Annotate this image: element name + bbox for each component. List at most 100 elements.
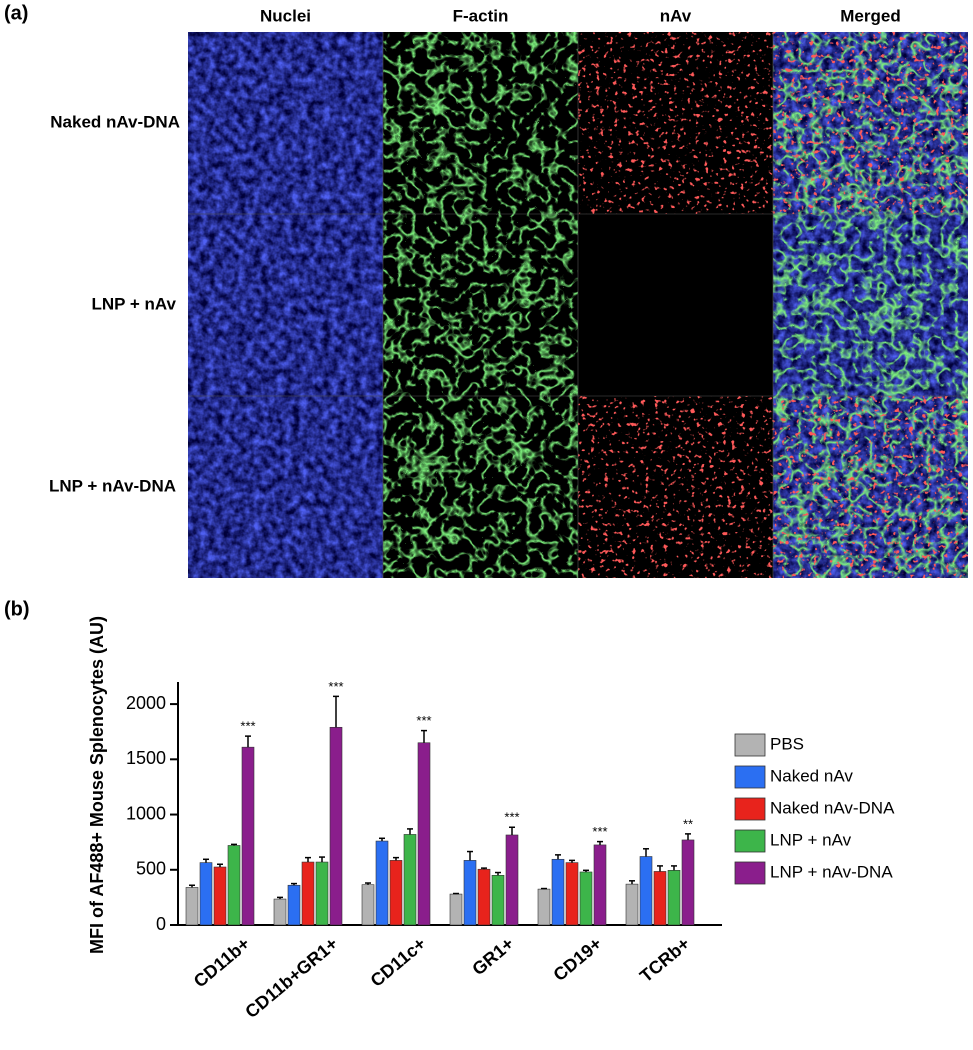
legend-swatch <box>734 765 766 789</box>
bar <box>537 888 551 926</box>
error-bar <box>509 826 515 835</box>
error-bar <box>671 865 677 871</box>
row-label: LNP + nAv-DNA <box>49 476 176 495</box>
significance: *** <box>240 719 255 734</box>
error-bar <box>495 871 501 876</box>
bar <box>667 870 681 926</box>
bar <box>241 746 255 926</box>
error-bar <box>657 865 663 872</box>
x-tick-label: CD11c+ <box>367 933 430 990</box>
bar <box>273 898 287 926</box>
column-header: nAv <box>660 6 692 25</box>
micrograph <box>578 214 773 396</box>
error-bar <box>467 850 473 861</box>
error-bar <box>231 843 237 846</box>
y-tick-label: 0 <box>156 914 166 934</box>
legend-swatch <box>734 861 766 885</box>
bar <box>565 862 579 926</box>
y-axis-label: MFI of AF488+ Mouse Splenocytes (AU) <box>87 616 107 954</box>
error-bar <box>203 858 209 863</box>
error-bar <box>629 880 635 885</box>
bar <box>593 844 607 926</box>
bar <box>417 742 431 926</box>
bar <box>681 839 695 926</box>
panel-label: (b) <box>4 598 30 620</box>
error-bar <box>333 695 339 728</box>
significance: *** <box>504 810 519 825</box>
error-bar <box>685 833 691 840</box>
bar <box>361 884 375 926</box>
bar <box>185 887 199 926</box>
error-bar <box>555 854 561 860</box>
micrograph-channel <box>578 396 773 578</box>
micrograph-channel <box>773 214 968 396</box>
y-tick-label: 1500 <box>126 748 166 768</box>
x-tick-label: CD11b+GR1+ <box>241 933 341 1022</box>
y-tick-label: 2000 <box>126 693 166 713</box>
legend-label: Naked nAv-DNA <box>770 798 895 817</box>
bar <box>463 860 477 926</box>
column-header: Merged <box>840 6 900 25</box>
bar <box>625 883 639 926</box>
bar <box>639 856 653 926</box>
bar <box>551 858 565 926</box>
error-bar <box>217 863 223 868</box>
legend-swatch <box>734 829 766 853</box>
x-tick-label: CD19+ <box>549 933 605 985</box>
legend-label: LNP + nAv-DNA <box>770 862 893 881</box>
micrograph-channel <box>773 396 968 578</box>
error-bar <box>393 856 399 861</box>
bar <box>579 871 593 926</box>
error-bar <box>189 884 195 888</box>
x-tick-label: CD11b+ <box>190 933 254 991</box>
bar <box>329 726 343 926</box>
panel-label: (a) <box>4 2 28 24</box>
error-bar <box>583 869 589 872</box>
y-tick-label: 500 <box>136 859 166 879</box>
error-bar <box>277 896 283 900</box>
bar <box>213 866 227 926</box>
column-header: F-actin <box>453 6 509 25</box>
micrograph-channel <box>383 214 578 396</box>
error-bar <box>365 882 371 885</box>
error-bar <box>643 848 649 857</box>
x-tick-label: GR1+ <box>468 933 517 979</box>
significance: ** <box>683 816 693 831</box>
bar <box>301 861 315 926</box>
error-bar <box>407 828 413 835</box>
column-header: Nuclei <box>260 6 311 25</box>
bar <box>477 868 491 926</box>
micrograph-channel <box>773 32 968 214</box>
error-bar <box>305 856 311 863</box>
x-tick-label: TCRb+ <box>636 933 694 986</box>
bar <box>449 893 463 926</box>
bar <box>287 884 301 926</box>
error-bar <box>453 892 459 895</box>
bar <box>227 845 241 926</box>
bar <box>199 862 213 926</box>
bar <box>315 861 329 926</box>
bar <box>375 840 389 926</box>
row-label: Naked nAv-DNA <box>50 112 180 131</box>
error-bar <box>569 859 575 863</box>
legend-swatch <box>734 797 766 821</box>
error-bar <box>421 729 427 743</box>
micrograph-channel <box>383 396 578 578</box>
legend-label: PBS <box>770 734 804 753</box>
row-label: LNP + nAv <box>91 294 176 313</box>
bar <box>491 874 505 926</box>
error-bar <box>291 882 297 886</box>
micrograph-channel <box>383 32 578 214</box>
micrograph-channel <box>188 396 383 578</box>
bar <box>389 860 403 926</box>
legend-label: LNP + nAv <box>770 830 852 849</box>
error-bar <box>481 867 487 870</box>
micrograph-channel <box>188 214 383 396</box>
error-bar <box>319 856 325 863</box>
bar <box>505 834 519 926</box>
significance: *** <box>328 679 343 694</box>
micrograph-channel <box>578 32 773 214</box>
bar <box>403 834 417 926</box>
